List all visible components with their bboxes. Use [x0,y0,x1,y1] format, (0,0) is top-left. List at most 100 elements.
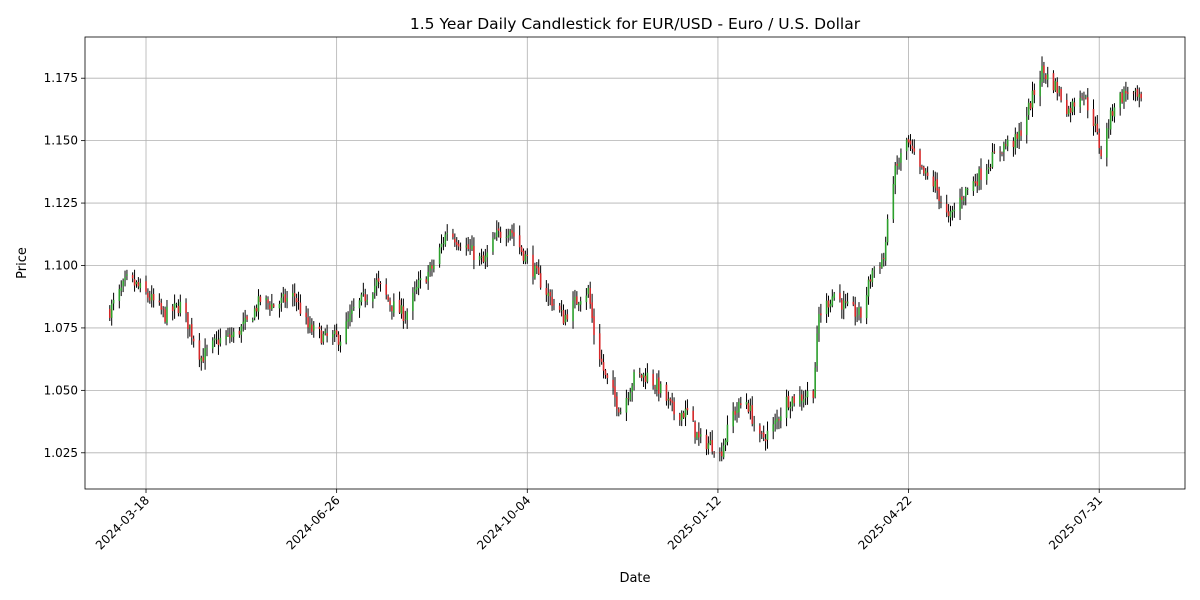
candle-body-down [734,410,736,415]
candle-body-up [842,300,845,310]
candle-body-down [192,338,195,342]
candle-body-up [427,271,429,282]
candle-body-down [907,139,910,143]
candle-body-up [278,304,281,309]
candle-body-down [455,241,458,245]
candle-body-up [322,333,325,342]
candle-body-up [1079,97,1081,107]
candle-body-up [1041,66,1043,82]
candle-body-down [269,304,271,309]
candle-body-down [311,324,313,332]
candle-body-down [377,278,380,282]
candle-body-up [577,303,580,306]
candle-body-down [652,373,654,386]
candle-body-up [1094,123,1097,126]
candle-body-up [619,412,622,414]
candle-body-up [780,416,782,421]
candle-body-down [606,374,609,379]
candle-body-up [585,295,588,303]
candle-body-up [806,390,809,398]
candle-body-down [137,282,140,287]
candle-body-down [673,401,675,415]
candle-body-up [1123,89,1125,102]
candle-body-up [1107,128,1110,130]
candle-body-down [497,228,500,231]
candle-body-down [473,246,475,261]
candle-body-up [574,297,576,300]
candle-body-up [362,292,365,294]
candle-body-up [230,335,233,338]
candle-body-up [1031,90,1034,108]
candle-body-down [1081,96,1083,98]
candle-body-down [945,203,948,213]
candle-body-up [465,245,468,248]
candle-body-up [772,424,775,432]
y-tick-label: 1.075 [44,321,78,335]
candle-body-down [1052,73,1055,91]
x-tick-label: 2024-10-04 [474,493,533,552]
candle-body-up [1025,116,1028,135]
candle-body-up [833,293,836,298]
candle-body-down [604,370,607,375]
y-tick-label: 1.175 [44,71,78,85]
candle-body-down [1127,92,1129,94]
chart-title: 1.5 Year Daily Candlestick for EUR/USD -… [410,15,861,33]
candle-body-up [1119,93,1121,108]
candle-body-up [1018,131,1020,140]
candle-body-down [164,309,166,322]
candle-body-up [366,299,368,302]
candle-body-down [600,358,603,362]
candle-body-up [429,265,431,271]
candle-body-down [267,299,269,304]
candle-body-down [389,300,391,305]
candle-body-up [419,278,422,281]
candle-body-up [360,294,363,302]
candle-body-down [989,167,992,168]
candle-body-down [539,273,542,288]
candle-body-down [614,386,616,398]
candle-body-up [375,279,378,287]
candle-body-up [699,434,702,437]
candle-body-down [160,302,163,310]
candle-body-down [1073,102,1076,107]
candle-body-up [905,139,908,152]
candle-body-down [919,150,921,167]
candle-body-up [802,399,805,403]
candle-body-up [894,165,897,186]
candles [108,56,1142,462]
candle-body-down [1083,98,1085,99]
candle-body-down [295,297,298,303]
candle-body-down [787,395,790,408]
candle-body-up [898,163,900,167]
candle-body-down [149,297,151,301]
candle-body-down [551,296,553,306]
candle-body-up [282,293,285,297]
candle-body-down [926,172,929,177]
candle-body-down [545,288,548,295]
candle-body-up [656,379,658,390]
candle-body-down [698,431,700,438]
candle-body-down [1086,97,1089,111]
candle-body-down [841,299,843,310]
candle-body-down [425,279,428,283]
candle-body-down [617,409,620,413]
candle-body-up [753,423,755,425]
candle-body-up [351,309,353,315]
candle-body-up [667,398,670,401]
candle-body-down [793,396,795,404]
candle-body-down [326,333,328,337]
candle-body-down [335,330,338,335]
candle-body-down [108,308,111,318]
candle-body-up [900,153,902,163]
candle-body-down [1111,111,1114,116]
candle-body-up [680,412,683,421]
x-tick-label: 2024-06-26 [284,493,343,552]
candle-body-down [932,176,935,187]
candle-body-down [398,299,401,313]
candle-body-down [669,398,672,402]
candle-body-up [227,333,229,335]
candle-body-down [536,265,538,269]
candle-body-down [307,317,309,328]
candle-body-down [518,235,521,248]
candle-body-down [305,312,307,318]
